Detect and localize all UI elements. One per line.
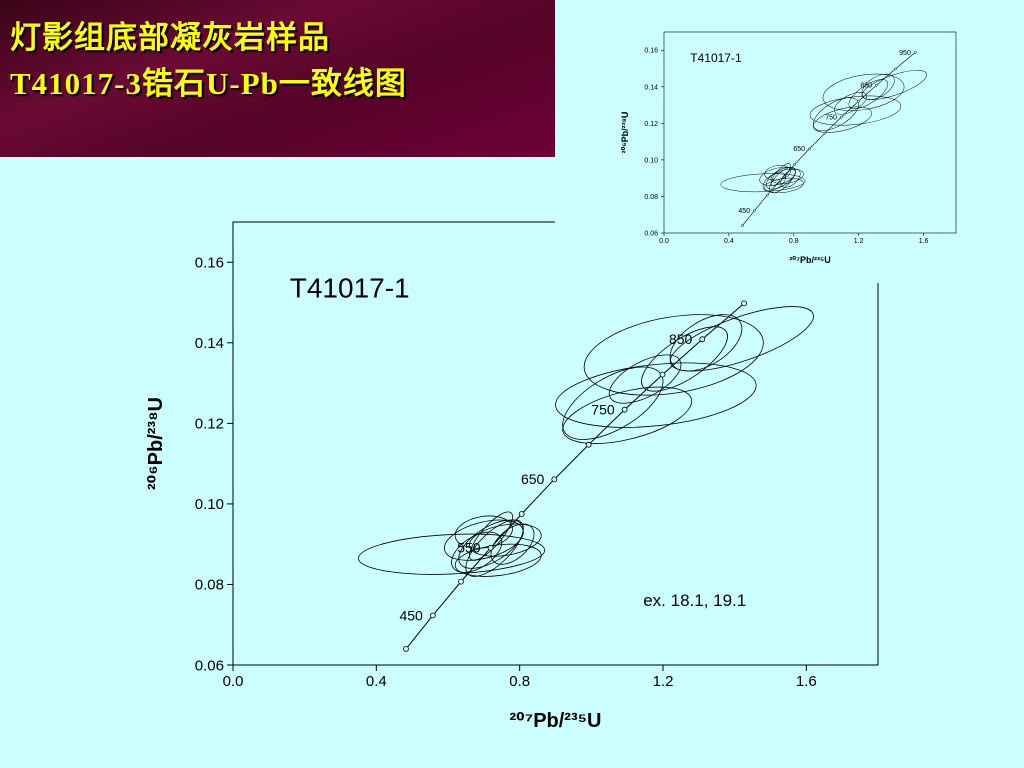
age-marker (487, 544, 494, 551)
age-marker (753, 209, 756, 212)
y-tick-label: 0.14 (195, 335, 224, 352)
error-ellipse (780, 168, 801, 188)
error-ellipse (770, 168, 804, 184)
error-ellipse (562, 386, 693, 444)
y-tick-label: 0.08 (644, 194, 658, 201)
age-label: 850 (860, 83, 872, 90)
x-axis-label: ²⁰⁷Pb/²³⁵U (510, 710, 602, 732)
error-ellipse (669, 314, 743, 372)
x-tick-label: 0.4 (366, 673, 387, 690)
error-ellipse (358, 533, 546, 575)
age-label: 450 (738, 208, 750, 215)
error-ellipse (834, 92, 868, 115)
error-ellipse (490, 523, 535, 565)
age-marker (585, 441, 592, 448)
y-tick-label: 0.10 (644, 157, 658, 164)
chart-title: T41017-1 (690, 51, 742, 65)
age-marker (839, 115, 843, 119)
y-tick-label: 0.06 (644, 230, 658, 237)
x-tick-label: 1.6 (919, 238, 929, 245)
error-ellipse (444, 519, 524, 561)
error-ellipse (641, 326, 728, 392)
age-marker (740, 224, 744, 228)
x-tick-label: 1.2 (854, 238, 864, 245)
age-label: 750 (591, 402, 615, 418)
error-ellipse (454, 515, 513, 549)
chart-title: T41017-1 (290, 272, 410, 303)
age-label: 650 (521, 471, 545, 487)
error-ellipse (765, 166, 796, 190)
age-marker (458, 578, 464, 585)
age-marker (857, 99, 860, 103)
age-label: 650 (793, 146, 805, 153)
error-ellipse (848, 79, 889, 109)
age-marker (913, 51, 917, 54)
error-ellipse (469, 523, 542, 557)
y-tick-label: 0.06 (195, 657, 224, 674)
age-marker (875, 83, 878, 87)
age-marker (765, 193, 769, 197)
age-marker (429, 612, 436, 619)
error-ellipse (583, 314, 764, 396)
age-marker (518, 511, 525, 517)
y-axis-label: ²⁰⁶Pb/²³⁸U (620, 112, 630, 154)
error-ellipse (555, 362, 757, 428)
age-marker (823, 131, 827, 135)
x-tick-label: 0.0 (659, 238, 669, 245)
age-marker (894, 67, 897, 71)
x-tick-label: 0.8 (789, 238, 799, 245)
age-marker (659, 371, 666, 378)
error-ellipse (813, 106, 872, 133)
age-marker (621, 406, 628, 413)
y-tick-label: 0.12 (195, 416, 224, 433)
error-ellipse (861, 73, 895, 100)
age-label: 950 (899, 50, 911, 57)
y-tick-label: 0.10 (195, 496, 224, 513)
slide-title: T41017-3锆石U-Pb一致线图 (10, 66, 407, 101)
age-marker (699, 336, 706, 343)
age-marker (808, 147, 811, 151)
error-ellipse (720, 173, 806, 193)
error-ellipse (770, 163, 791, 186)
age-marker (403, 645, 409, 652)
x-tick-label: 1.2 (653, 673, 674, 690)
age-label: 850 (669, 331, 693, 347)
error-ellipse (822, 73, 905, 111)
age-marker (551, 476, 558, 483)
error-ellipse (608, 354, 682, 404)
age-marker (793, 163, 797, 166)
error-ellipse (764, 165, 791, 181)
age-label: 550 (457, 540, 481, 556)
error-ellipse (809, 95, 902, 126)
slide-title: 灯影组底部凝灰岩样品 (10, 20, 330, 55)
x-axis-label: ²⁰⁷Pb/²³⁵U (789, 255, 830, 265)
age-marker (741, 300, 747, 307)
y-tick-label: 0.16 (644, 48, 658, 55)
annotation: ex. 18.1, 19.1 (643, 591, 746, 610)
age-label: 750 (825, 115, 837, 122)
plot-frame (663, 31, 957, 234)
x-tick-label: 0.8 (509, 673, 530, 690)
concordia-curve (742, 52, 916, 226)
error-ellipse (469, 511, 513, 561)
y-tick-label: 0.14 (644, 84, 658, 91)
slide-header: 灯影组底部凝灰岩样品 T41017-3锆石U-Pb一致线图 (0, 0, 555, 157)
error-ellipse (458, 519, 524, 569)
x-tick-label: 0.0 (223, 673, 244, 690)
age-marker (779, 178, 782, 182)
inset-panel (555, 0, 1024, 283)
y-axis-label: ²⁰⁶Pb/²³⁸U (145, 397, 167, 490)
y-tick-label: 0.12 (644, 121, 658, 128)
x-tick-label: 1.6 (796, 673, 817, 690)
y-tick-label: 0.08 (195, 577, 224, 594)
age-label: 450 (399, 607, 423, 623)
x-tick-label: 0.4 (724, 238, 734, 245)
y-tick-label: 0.16 (195, 255, 224, 272)
